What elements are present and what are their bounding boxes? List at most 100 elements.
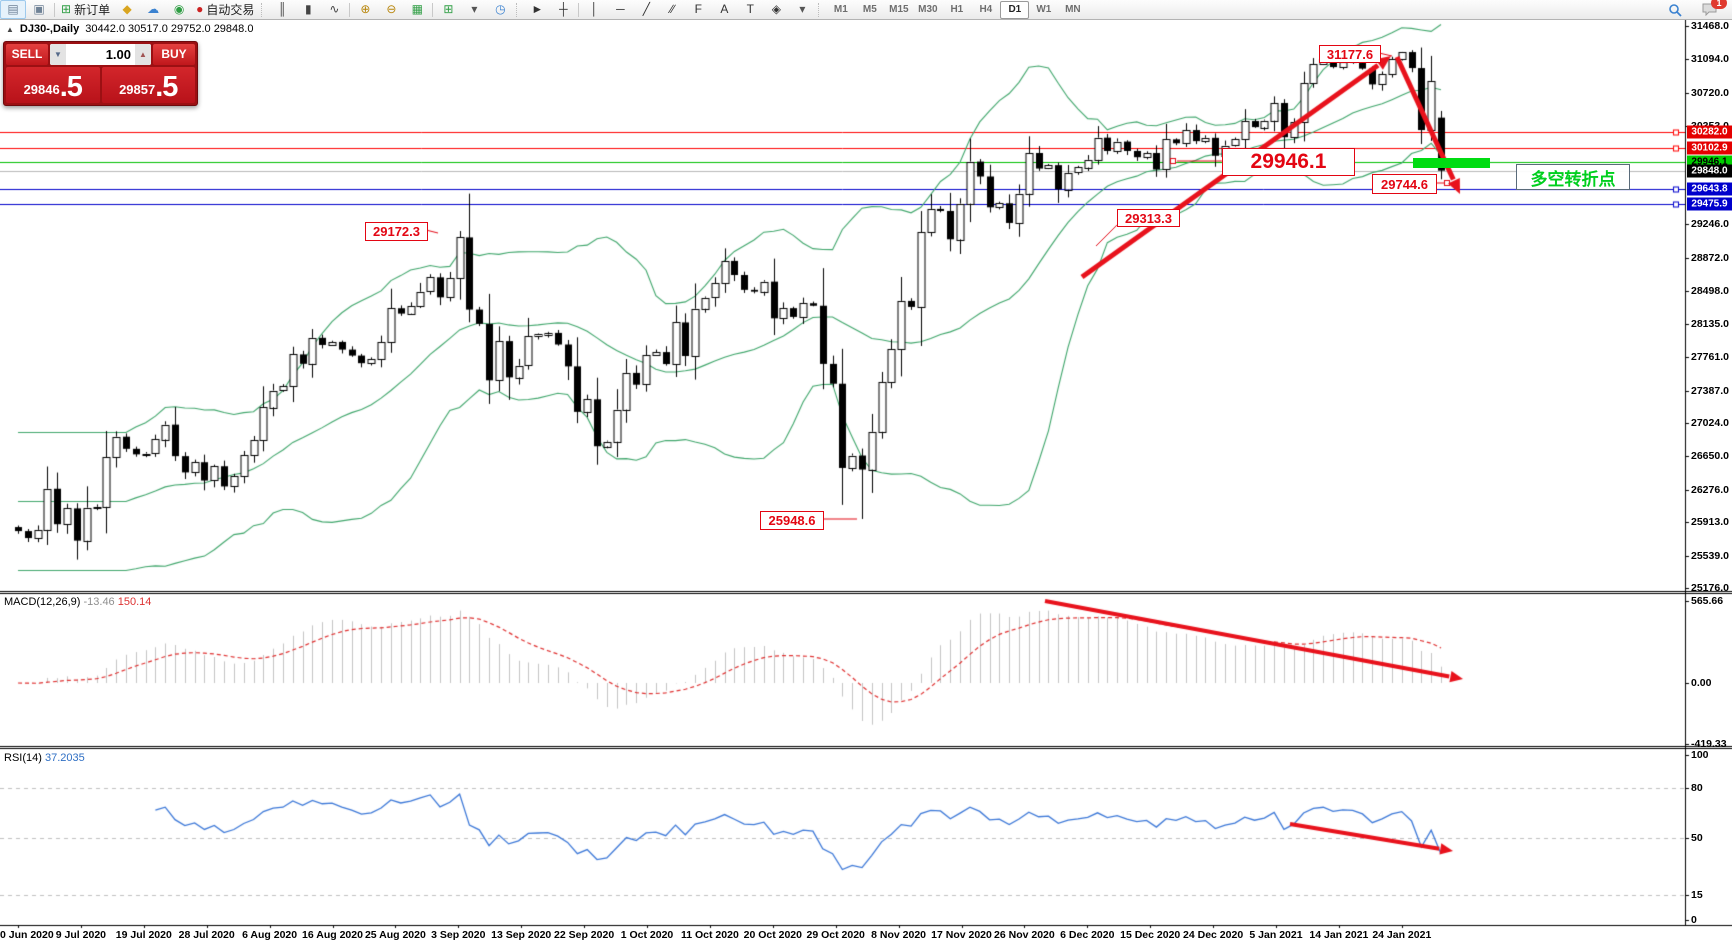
rsi-caption: RSI(14) 37.2035 (4, 752, 85, 764)
main-toolbar: ▤ ▣ ⊞ 新订单 ◆ ☁ ◉ ● 自动交易 ║ ▮ ∿ ⊕ ⊖ ▦ ⊞ ▾ ◷ ► ┼ │ ─ ╱ ∕∕ F A T ◈ ▾ M1 M5… (0, 0, 1732, 20)
price-axis-tick: 27761.0 (1691, 351, 1729, 364)
channel-icon[interactable]: ∕∕ (659, 0, 685, 19)
timeframe-h1[interactable]: H1 (950, 4, 964, 15)
clock-icon: ◷ (495, 2, 506, 16)
volume-decrease-button[interactable]: ▼ (50, 44, 66, 65)
buy-button[interactable]: BUY (153, 44, 195, 65)
ohlc-readout: 30442.0 30517.0 29752.0 29848.0 (85, 23, 254, 35)
zoom-in-icon[interactable]: ⊕ (352, 0, 378, 19)
zoom-out-icon[interactable]: ⊖ (378, 0, 404, 19)
horizontal-line-icon: ─ (616, 2, 625, 16)
mql5-cloud-icon[interactable]: ☁ (140, 0, 166, 19)
date-axis-label: 15 Dec 2020 (1120, 929, 1181, 941)
candle-chart-icon[interactable]: ▮ (295, 0, 321, 19)
date-axis-label: 0 Jun 2020 (0, 929, 54, 941)
lbl-31177[interactable]: 31177.6 (1319, 45, 1381, 63)
volume-value[interactable]: 1.00 (105, 47, 131, 62)
timeframe-w1[interactable]: W1 (1036, 4, 1052, 15)
price-axis-tick: 28498.0 (1691, 285, 1729, 298)
tile-windows-icon[interactable]: ▦ (404, 0, 430, 19)
sell-price-fraction: .5 (59, 71, 83, 103)
lbl-25948[interactable]: 25948.6 (760, 511, 824, 530)
indicators-icon: ⊞ (443, 2, 454, 16)
new-order-button: ⊞ (61, 2, 72, 16)
new-order-button[interactable]: ⊞ 新订单 (57, 0, 114, 19)
lbl-29744[interactable]: 29744.6 (1372, 174, 1437, 194)
lbl-29172[interactable]: 29172.3 (365, 222, 428, 241)
buy-price-fraction: .5 (155, 71, 178, 103)
toolbar-grip (818, 2, 823, 17)
timeframe-m30[interactable]: M30 (918, 4, 938, 15)
symbol-timeframe-label: DJ30-,Daily (19, 23, 80, 35)
rsi-axis-tick: 15 (1691, 889, 1703, 902)
label-icon[interactable]: T (737, 0, 763, 19)
collapse-icon[interactable]: ▲ (6, 24, 14, 34)
timeframe-mn[interactable]: MN (1065, 4, 1081, 15)
date-axis-label: 24 Dec 2020 (1183, 929, 1244, 941)
rsi-axis-tick: 80 (1691, 782, 1703, 794)
text-icon[interactable]: A (711, 0, 737, 19)
timeframe-m1[interactable]: M1 (833, 4, 848, 15)
indicators-icon[interactable]: ⊞ (435, 0, 461, 19)
timeframe-h4[interactable]: H4 (979, 4, 993, 15)
date-axis-label: 24 Jan 2021 (1372, 929, 1432, 941)
auto-trading-button[interactable]: ● 自动交易 (192, 0, 258, 19)
buy-price[interactable]: 29857 .5 (101, 67, 195, 103)
lbl-29946[interactable]: 29946.1 (1222, 148, 1355, 176)
shapes-dropdown-icon[interactable]: ▾ (789, 0, 815, 19)
price-line-tag: 29475.9 (1687, 197, 1732, 211)
indicators-dropdown-icon[interactable]: ▾ (461, 0, 487, 19)
date-axis-label: 20 Oct 2020 (743, 929, 802, 941)
date-axis-label: 22 Sep 2020 (554, 929, 615, 941)
volume-stepper: ▼ 1.00 ▲ (50, 44, 151, 65)
lbl-29313[interactable]: 29313.3 (1117, 209, 1180, 227)
clock-icon[interactable]: ◷ (487, 0, 513, 19)
text-icon: A (720, 2, 729, 16)
sell-price[interactable]: 29846 .5 (6, 67, 100, 103)
fibonacci-icon[interactable]: F (685, 0, 711, 19)
crosshair-icon[interactable]: ┼ (550, 0, 576, 19)
vertical-line-icon[interactable]: │ (581, 0, 607, 19)
marketwatch-icon[interactable]: ◆ (114, 0, 140, 19)
date-axis-label: 26 Nov 2020 (994, 929, 1055, 941)
toolbar-grip (261, 2, 266, 17)
shapes-icon[interactable]: ◈ (763, 0, 789, 19)
auto-trading-button: ● (196, 2, 204, 16)
bar-chart-icon[interactable]: ║ (269, 0, 295, 19)
timeframe-m5[interactable]: M5 (862, 4, 877, 15)
price-axis-tick: 26276.0 (1691, 483, 1729, 496)
search-icon[interactable] (1662, 0, 1688, 19)
rsi-axis-tick: 100 (1691, 749, 1709, 761)
trendline-icon[interactable]: ╱ (633, 0, 659, 19)
timeframe-m15[interactable]: M15 (889, 4, 909, 15)
volume-increase-button[interactable]: ▲ (135, 44, 151, 65)
price-line-tag: 29643.8 (1687, 182, 1732, 196)
timeframe-d1[interactable]: D1 (1000, 0, 1030, 19)
date-axis-label: 19 Jul 2020 (115, 929, 172, 941)
line-chart-icon[interactable]: ∿ (321, 0, 347, 19)
highlight-bar[interactable] (1413, 158, 1490, 168)
note-text-box[interactable]: 多空转折点 (1516, 164, 1630, 190)
price-axis-tick: 27024.0 (1691, 416, 1729, 429)
macd-axis-tick: 565.66 (1691, 595, 1724, 607)
date-axis-label: 1 Oct 2020 (620, 929, 674, 941)
price-line-tag: 30282.0 (1687, 125, 1732, 139)
toolbar-separator (349, 2, 351, 17)
date-axis-label: 5 Jan 2021 (1249, 929, 1303, 941)
date-axis-label: 17 Nov 2020 (931, 929, 992, 941)
shapes-dropdown-icon: ▾ (799, 2, 806, 16)
cursor-icon[interactable]: ► (524, 0, 550, 19)
fibonacci-icon: F (694, 2, 703, 16)
price-axis-tick: 28872.0 (1691, 251, 1729, 264)
chart-title: ▲ DJ30-,Daily 30442.0 30517.0 29752.0 29… (6, 23, 253, 35)
new-chart-icon[interactable]: ▤ (0, 0, 26, 19)
date-axis-label: 11 Oct 2020 (680, 929, 739, 941)
signals-icon[interactable]: ◉ (166, 0, 192, 19)
new-order-button-label: 新订单 (74, 3, 111, 17)
sell-button[interactable]: SELL (6, 44, 48, 65)
profiles-icon[interactable]: ▣ (26, 0, 52, 19)
horizontal-line-icon[interactable]: ─ (607, 0, 633, 19)
chat-icon[interactable]: 1 (1696, 0, 1727, 19)
new-chart-icon: ▤ (7, 2, 19, 16)
